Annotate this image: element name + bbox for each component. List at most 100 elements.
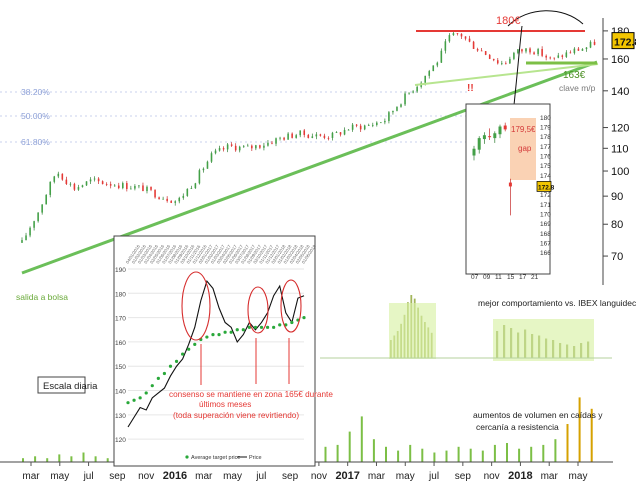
consensus-target-point — [217, 333, 221, 337]
candle-body — [573, 48, 576, 54]
candle-body — [565, 52, 568, 57]
inset-y-tick-label: 169 — [540, 221, 551, 228]
volume-bar — [70, 456, 73, 462]
consensus-target-point — [193, 342, 197, 346]
y-tick-label: 160 — [611, 54, 629, 66]
candle-body — [392, 110, 394, 113]
price-badge-label: 172.8 — [614, 37, 636, 49]
consensus-target-point — [259, 325, 264, 329]
inset-candle-body — [493, 133, 497, 139]
x-tick-label: jul — [83, 471, 94, 482]
candle-body — [533, 52, 535, 55]
y-tick-label: 100 — [611, 166, 629, 178]
candle-body — [222, 148, 225, 150]
inset-candlestick-chart: 179,5€gap1801791781771761751741731721711… — [465, 103, 555, 281]
consensus-y-tick-label: 180 — [115, 291, 126, 298]
trend-line-secondary — [414, 63, 599, 86]
inset-y-tick-label: 167 — [540, 241, 551, 248]
candle-body — [428, 71, 431, 76]
volume-bar — [578, 397, 581, 462]
consensus-annotation-line2: últimos meses — [199, 400, 251, 409]
inset-y-tick-label: 179 — [540, 125, 551, 132]
x-tick-label: sep — [109, 471, 126, 482]
inset-y-tick-label: 170 — [540, 212, 551, 219]
start-annotation: salida a bolsa — [16, 292, 68, 302]
candle-body — [97, 178, 100, 182]
candle-body — [307, 134, 310, 138]
y-tick-label: 70 — [611, 251, 623, 263]
candle-body — [65, 179, 68, 184]
consensus-target-point — [265, 325, 270, 329]
candle-body — [226, 144, 229, 150]
candle-body — [271, 142, 273, 144]
y-tick-label: 110 — [611, 143, 629, 155]
candle-body — [138, 185, 140, 187]
candle-body — [162, 198, 164, 200]
highlight-box-2 — [493, 319, 594, 361]
candle-body — [545, 55, 547, 58]
inset-candle-body — [482, 135, 486, 140]
gap-box — [510, 118, 536, 180]
candle-body — [384, 120, 386, 123]
fib-label: 38.20% — [21, 87, 50, 97]
candle-body — [206, 161, 209, 169]
gap-word: gap — [518, 144, 532, 153]
inset-y-tick-label: 175 — [540, 163, 551, 170]
candle-body — [255, 145, 257, 149]
consensus-y-tick-label: 170 — [115, 316, 126, 323]
consensus-target-point — [150, 384, 154, 388]
candle-body — [569, 52, 572, 54]
fib-label: 61.80% — [21, 137, 50, 147]
candle-body — [505, 63, 507, 65]
x-tick-label: mar — [195, 471, 213, 482]
inset-y-tick-label: 166 — [540, 250, 551, 257]
candle-body — [41, 204, 43, 213]
candle-body — [33, 221, 35, 228]
candle-body — [549, 57, 551, 59]
candle-body — [496, 60, 499, 64]
candle-body — [202, 168, 205, 171]
candle-body — [142, 185, 144, 192]
candle-body — [355, 124, 358, 126]
candle-body — [85, 181, 88, 186]
consensus-frame — [113, 235, 316, 467]
volume-bar — [518, 448, 521, 462]
candle-body — [472, 41, 475, 50]
inset-x-tick-label: 09 — [483, 274, 491, 281]
volume-bar — [324, 446, 327, 462]
inset-candle-body — [503, 125, 507, 130]
candle-body — [359, 125, 362, 130]
candle-body — [21, 240, 23, 243]
consensus-target-point — [229, 330, 233, 334]
x-tick-label: 2017 — [335, 470, 359, 482]
x-tick-label: mar — [368, 471, 386, 482]
gap-price-label: 179,5€ — [511, 125, 536, 134]
candle-body — [517, 49, 519, 53]
candle-body — [452, 33, 455, 36]
x-tick-label: may — [569, 471, 588, 482]
inset-y-tick-label: 174 — [540, 173, 551, 180]
annotation-relative-strength: mejor comportamiento vs. IBEX languideci… — [478, 298, 636, 308]
candle-body — [303, 130, 306, 135]
candle-body — [166, 198, 168, 202]
consensus-target-point — [223, 330, 227, 334]
candle-body — [343, 129, 346, 135]
consensus-target-point — [187, 347, 191, 351]
volume-bar — [554, 439, 557, 462]
candle-body — [408, 92, 410, 94]
x-tick-label: mar — [22, 471, 40, 482]
inset-y-tick-label: 171 — [540, 202, 551, 209]
x-tick-label: may — [50, 471, 69, 482]
inset-x-tick-label: 21 — [531, 274, 539, 281]
candle-body — [190, 188, 193, 189]
candle-body — [380, 122, 382, 124]
candle-body — [585, 47, 588, 50]
candle-body — [61, 173, 64, 180]
consensus-target-point — [205, 335, 209, 339]
consensus-annotation-line3: (toda superación viene revirtiendo) — [173, 411, 299, 420]
projected-arc — [513, 25, 523, 106]
volume-bar — [469, 448, 472, 462]
highlight-ellipse — [181, 271, 211, 341]
candle-body — [77, 187, 80, 190]
volume-bar — [566, 424, 569, 462]
